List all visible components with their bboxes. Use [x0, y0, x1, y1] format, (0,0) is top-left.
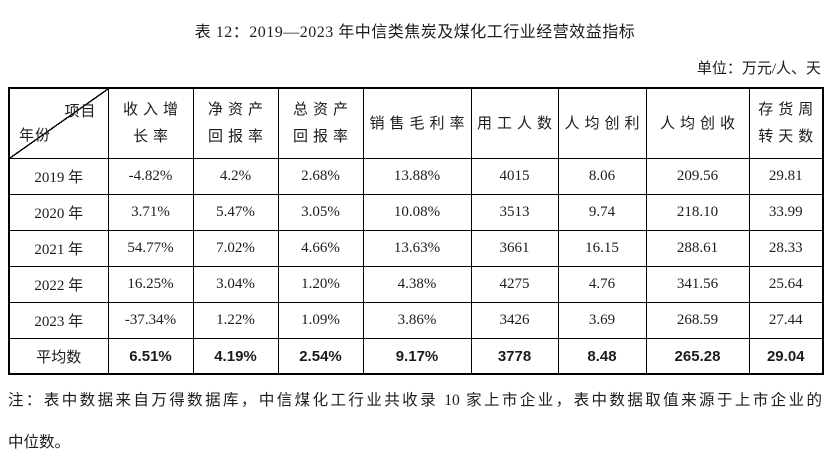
table-cell: 3778: [470, 337, 559, 375]
table-cell: 28.33: [748, 229, 824, 267]
table-cell: 2.54%: [277, 337, 364, 375]
table-cell: 3661: [470, 229, 559, 267]
row-average-label: 平均数: [8, 337, 109, 375]
table-cell: 54.77%: [107, 229, 194, 267]
table-cell: 27.44: [748, 301, 824, 339]
metrics-table: 项目 年份 收入增 长率 净资产 回报率 总资产 回报率 销售毛利率: [8, 87, 824, 376]
column-header-employees: 用工人数: [470, 87, 559, 159]
column-header-roa: 总资产 回报率: [277, 87, 364, 159]
table-cell: 9.74: [557, 193, 647, 231]
table-cell: 3.05%: [277, 193, 364, 231]
row-year-label: 2020 年: [8, 193, 109, 231]
table-cell: 1.22%: [192, 301, 279, 339]
table-cell: 209.56: [645, 157, 750, 195]
table-cell: 8.48: [557, 337, 647, 375]
table-cell: 288.61: [645, 229, 750, 267]
table-cell: 4015: [470, 157, 559, 195]
table-cell: 7.02%: [192, 229, 279, 267]
table-cell: 3426: [470, 301, 559, 339]
corner-label-year: 年份: [19, 127, 52, 144]
table-cell: -4.82%: [107, 157, 194, 195]
table-cell: 8.06: [557, 157, 647, 195]
row-year-label: 2022 年: [8, 265, 109, 303]
table-cell: 2.68%: [277, 157, 364, 195]
table-cell: 10.08%: [362, 193, 472, 231]
table-cell: 4275: [470, 265, 559, 303]
unit-label: 单位：万元/人、天: [696, 61, 821, 78]
table-cell: 4.76: [557, 265, 647, 303]
table-cell: 1.09%: [277, 301, 364, 339]
footnote-line-1: 注：表中数据来自万得数据库，中信煤化工行业共收录 10 家上市企业，表中数据取值…: [8, 392, 822, 410]
column-header-inventory-days: 存货周 转天数: [748, 87, 824, 159]
corner-label-project: 项目: [64, 104, 97, 121]
table-cell: 5.47%: [192, 193, 279, 231]
table-cell: 13.63%: [362, 229, 472, 267]
table-cell: 3513: [470, 193, 559, 231]
table-cell: 29.81: [748, 157, 824, 195]
table-cell: 218.10: [645, 193, 750, 231]
column-header-revenue-per-capita: 人均创收: [645, 87, 750, 159]
table-cell: 29.04: [748, 337, 824, 375]
table-cell: 4.66%: [277, 229, 364, 267]
row-year-label: 2019 年: [8, 157, 109, 195]
corner-header-cell: 项目 年份: [8, 87, 109, 159]
table-cell: 6.51%: [107, 337, 194, 375]
table-cell: 3.71%: [107, 193, 194, 231]
table-cell: 3.86%: [362, 301, 472, 339]
column-header-revenue-growth: 收入增 长率: [107, 87, 194, 159]
footnote: 注：表中数据来自万得数据库，中信煤化工行业共收录 10 家上市企业，表中数据取值…: [8, 380, 822, 464]
column-header-gross-margin: 销售毛利率: [362, 87, 472, 159]
table-cell: 3.04%: [192, 265, 279, 303]
header-row: 项目 年份 收入增 长率 净资产 回报率 总资产 回报率 销售毛利率: [8, 87, 824, 159]
table-cell: 13.88%: [362, 157, 472, 195]
table-row-2023: 2023 年 -37.34% 1.22% 1.09% 3.86% 3426 3.…: [8, 301, 824, 339]
table-cell: 33.99: [748, 193, 824, 231]
table-cell: 25.64: [748, 265, 824, 303]
column-header-profit-per-capita: 人均创利: [557, 87, 647, 159]
table-cell: 4.38%: [362, 265, 472, 303]
table-cell: 16.15: [557, 229, 647, 267]
table-cell: -37.34%: [107, 301, 194, 339]
table-cell: 1.20%: [277, 265, 364, 303]
table-row-average: 平均数 6.51% 4.19% 2.54% 9.17% 3778 8.48 26…: [8, 337, 824, 375]
table-cell: 16.25%: [107, 265, 194, 303]
table-row-2020: 2020 年 3.71% 5.47% 3.05% 10.08% 3513 9.7…: [8, 193, 824, 231]
table-cell: 265.28: [645, 337, 750, 375]
row-year-label: 2021 年: [8, 229, 109, 267]
table-cell: 4.19%: [192, 337, 279, 375]
footnote-line-2: 中位数。: [8, 434, 71, 452]
table-cell: 4.2%: [192, 157, 279, 195]
table-row-2021: 2021 年 54.77% 7.02% 4.66% 13.63% 3661 16…: [8, 229, 824, 267]
table-cell: 9.17%: [362, 337, 472, 375]
table-row-2019: 2019 年 -4.82% 4.2% 2.68% 13.88% 4015 8.0…: [8, 157, 824, 195]
row-year-label: 2023 年: [8, 301, 109, 339]
table-cell: 268.59: [645, 301, 750, 339]
table-caption: 表 12：2019—2023 年中信类焦炭及煤化工行业经营效益指标: [194, 24, 636, 41]
table-cell: 3.69: [557, 301, 647, 339]
table-row-2022: 2022 年 16.25% 3.04% 1.20% 4.38% 4275 4.7…: [8, 265, 824, 303]
table-cell: 341.56: [645, 265, 750, 303]
column-header-roe: 净资产 回报率: [192, 87, 279, 159]
